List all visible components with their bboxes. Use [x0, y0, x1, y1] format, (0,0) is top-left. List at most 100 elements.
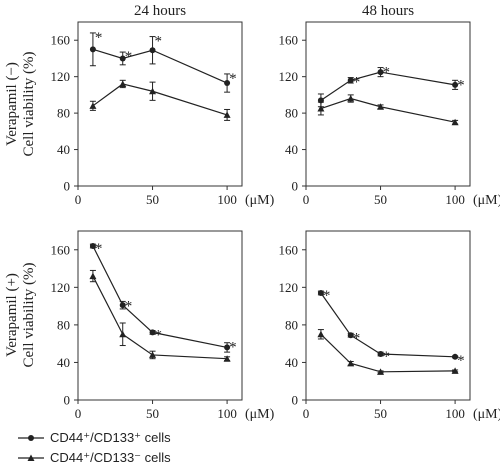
- y-tick-label: 40: [285, 142, 298, 157]
- significance-star: *: [229, 340, 237, 356]
- chart-panel-3: 0 40 80 120 160 0 50 100 (μM) * * * *: [51, 230, 275, 422]
- y-tick-label: 40: [57, 355, 70, 370]
- significance-star: *: [155, 34, 163, 50]
- series-line-cd133-negative: [92, 275, 228, 360]
- x-unit-label: (μM): [245, 407, 275, 422]
- data-point-triangle: [89, 272, 97, 280]
- data-point-circle: [89, 243, 96, 250]
- plot-frame: [305, 230, 471, 401]
- x-unit-label: (μM): [245, 193, 275, 208]
- row-label-line1: Verapamil (+): [4, 273, 20, 357]
- x-unit-label: (μM): [473, 193, 500, 208]
- y-tick-label: 80: [285, 317, 298, 332]
- significance-star: *: [125, 49, 132, 65]
- series-line-cd133-negative: [320, 97, 456, 123]
- significance-star: *: [383, 65, 391, 81]
- plot-frame: [305, 21, 471, 187]
- legend-label-cd133-positive: CD44⁺/CD133⁺ cells: [50, 430, 171, 445]
- chart-panel-2: 48 hours 0 40 80 120 160 0 50 100 (μM) * * *: [279, 3, 500, 208]
- data-point-triangle: [347, 359, 355, 367]
- series-line-cd133-positive: [92, 245, 228, 349]
- data-point-circle: [119, 55, 126, 62]
- plot-frame: [77, 230, 243, 401]
- series-line-cd133-negative: [92, 83, 228, 116]
- data-point-circle: [377, 69, 384, 76]
- significance-star: *: [323, 288, 331, 304]
- legend-label-cd133-negative: CD44⁺/CD133⁻ cells: [50, 450, 171, 465]
- row-label-line2: Cell viability (%): [21, 263, 37, 368]
- y-tick-label: 0: [64, 393, 71, 408]
- x-tick-label: 0: [75, 192, 82, 207]
- x-unit-label: (μM): [473, 407, 500, 422]
- y-tick-label: 160: [279, 33, 299, 48]
- significance-star: *: [353, 75, 361, 91]
- x-tick-label: 100: [445, 406, 465, 421]
- plot-frame: [77, 21, 243, 187]
- data-point-circle: [149, 329, 156, 336]
- x-tick-label: 100: [217, 192, 237, 207]
- series-line-cd133-negative: [320, 333, 456, 373]
- series-line-cd133-positive: [320, 71, 456, 101]
- data-point-triangle: [119, 330, 127, 338]
- data-point-circle: [347, 77, 354, 84]
- legend-entry-cd133-positive: CD44⁺/CD133⁺ cells: [18, 428, 171, 448]
- x-tick-label: 100: [445, 192, 465, 207]
- data-point-triangle: [317, 330, 325, 338]
- x-tick-label: 50: [146, 192, 159, 207]
- data-point-triangle: [89, 102, 97, 109]
- data-point-triangle: [223, 355, 231, 362]
- y-tick-label: 120: [51, 69, 71, 84]
- y-tick-label: 160: [279, 242, 299, 257]
- significance-star: *: [353, 330, 361, 346]
- data-point-circle: [119, 302, 126, 309]
- significance-star: *: [95, 241, 103, 257]
- legend-entry-cd133-negative: CD44⁺/CD133⁻ cells: [18, 448, 171, 468]
- series-line-cd133-positive: [320, 292, 456, 358]
- significance-star: *: [229, 71, 237, 87]
- y-tick-label: 120: [279, 280, 299, 295]
- legend-marker-circle: [18, 435, 44, 441]
- chart-panel-1: 24 hours 0 40 80 120 160 0 50 100 (μM) * * * *: [51, 3, 275, 208]
- significance-star: *: [383, 349, 391, 365]
- legend-marker-triangle: [18, 454, 44, 461]
- panel-title: 24 hours: [134, 3, 186, 19]
- x-tick-label: 50: [374, 192, 387, 207]
- series-line-cd133-positive: [92, 48, 228, 84]
- x-tick-label: 50: [146, 406, 159, 421]
- data-point-circle: [452, 81, 459, 88]
- y-tick-label: 120: [279, 69, 299, 84]
- panel-title: 48 hours: [362, 3, 414, 19]
- data-point-circle: [149, 47, 156, 54]
- x-tick-label: 50: [374, 406, 387, 421]
- x-tick-label: 0: [75, 406, 82, 421]
- x-tick-label: 100: [217, 406, 237, 421]
- data-point-triangle: [149, 351, 157, 358]
- significance-star: *: [457, 353, 465, 369]
- row-label-line1: Verapamil (−): [4, 62, 20, 146]
- x-tick-label: 0: [303, 192, 310, 207]
- data-point-triangle: [223, 111, 231, 118]
- y-tick-label: 160: [51, 33, 71, 48]
- y-tick-label: 120: [51, 280, 71, 295]
- data-point-triangle: [149, 87, 157, 95]
- y-tick-label: 0: [64, 179, 71, 194]
- data-point-circle: [347, 332, 354, 339]
- row-label-line2: Cell viability (%): [21, 52, 37, 157]
- y-tick-label: 160: [51, 242, 71, 257]
- data-point-triangle: [451, 367, 459, 374]
- chart-panel-4: 0 40 80 120 160 0 50 100 (μM) * * * *: [279, 230, 500, 422]
- y-tick-label: 80: [57, 317, 70, 332]
- data-point-triangle: [317, 105, 325, 112]
- y-tick-label: 80: [285, 106, 298, 121]
- data-point-triangle: [377, 103, 385, 110]
- y-tick-label: 40: [57, 142, 70, 157]
- y-tick-label: 40: [285, 355, 298, 370]
- significance-star: *: [125, 298, 132, 314]
- data-point-circle: [452, 353, 459, 360]
- data-point-circle: [89, 46, 96, 53]
- significance-star: *: [155, 328, 163, 344]
- data-point-triangle: [119, 80, 127, 87]
- data-point-circle: [224, 80, 231, 87]
- data-point-triangle: [377, 368, 385, 375]
